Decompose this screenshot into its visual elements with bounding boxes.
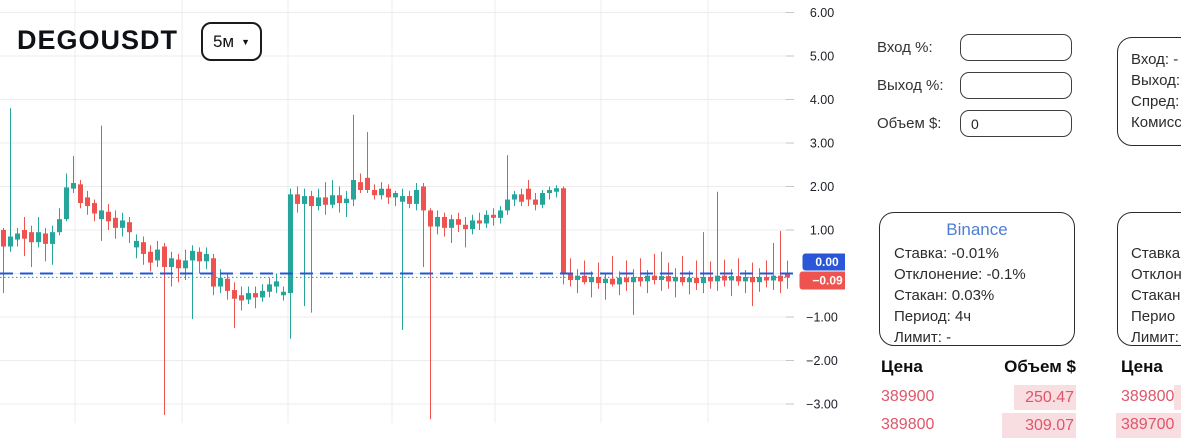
binance-deviation-line: Отклонение: -0.1% [894,266,1026,283]
entry-percent-label: Вход %: [877,39,933,56]
exchange2-rate-line: Ставка [1131,245,1181,262]
binance-limit-line: Лимит: - [894,329,952,346]
orderbook-right-row-2[interactable]: 389700 [1116,411,1181,439]
timeframe-value: 5м [212,31,235,51]
exchange2-period-line: Перио [1131,308,1176,325]
svg-text:−1.00: −1.00 [806,311,838,325]
orderbook-left: Цена Объем $ 389900 250.47 389800 309.07 [881,357,1076,439]
svg-text:3.00: 3.00 [810,137,834,151]
orderbook-left-volume-header: Объем $ [1004,357,1076,376]
summary-spread-line: Спред: [1131,93,1180,110]
second-exchange-panel-title [1118,219,1181,243]
svg-text:4.00: 4.00 [810,93,834,107]
price-cell: 389700 [1121,416,1175,433]
binance-panel-title: Binance [946,220,1008,239]
symbol-title: DEGOUSDT [17,25,179,55]
price-cell: 389800 [881,416,935,433]
exchange2-orderbook-line: Стакан [1131,287,1181,304]
exchange2-deviation-line: Отклон [1131,266,1181,283]
orderbook-left-price-header: Цена [881,357,923,376]
svg-text:−3.00: −3.00 [806,398,838,412]
svg-text:6.00: 6.00 [810,6,834,20]
timeframe-dropdown[interactable]: 5м ▼ [201,22,262,61]
binance-panel: Binance Ставка: -0.01% Отклонение: -0.1%… [879,212,1075,346]
summary-fee-line: Комисс [1131,114,1181,131]
volume-usd-label: Объем $: [877,115,942,132]
price-cell: 389900 [881,388,935,405]
volume-bar: 309.07 [1002,413,1076,438]
volume-usd-input[interactable] [960,110,1072,137]
svg-text:0.00: 0.00 [815,255,839,269]
svg-text:1.00: 1.00 [810,224,834,238]
svg-text:2.00: 2.00 [810,180,834,194]
trade-settings-form: Вход %: Выход %: Объем $: [877,33,1072,147]
price-chart[interactable]: 6.00 5.00 4.00 3.00 2.00 1.00 −1.00 −2.00 −3.00 0… [0,0,856,428]
entry-percent-row: Вход %: [877,33,1072,62]
volume-bar [1174,385,1181,410]
second-exchange-panel: Ставка Отклон Стакан Перио Лимит: [1117,212,1181,346]
price-cell: 389800 [1121,388,1175,405]
binance-rate-line: Ставка: -0.01% [894,245,999,262]
exchange2-limit-line: Лимит: [1131,329,1179,346]
summary-entry-line: Вход: - [1131,51,1179,68]
orderbook-left-row-1[interactable]: 389900 250.47 [881,383,1076,411]
exit-percent-row: Выход %: [877,71,1072,100]
volume-bar: 250.47 [1014,385,1076,410]
svg-text:−0.09: −0.09 [812,274,843,288]
chevron-down-icon: ▼ [241,36,251,47]
volume-usd-row: Объем $: [877,109,1072,138]
binance-orderbook-line: Стакан: 0.03% [894,287,995,304]
exit-percent-label: Выход %: [877,77,944,94]
entry-percent-input[interactable] [960,34,1072,61]
orderbook-right: Цена 389800 389700 [1116,357,1181,439]
orderbook-right-price-header: Цена [1121,357,1163,376]
orderbook-right-row-1[interactable]: 389800 [1121,383,1181,411]
exit-percent-input[interactable] [960,72,1072,99]
summary-exit-line: Выход: [1131,72,1181,89]
trade-summary-panel: Вход: - Выход: Спред: Комисс [1117,37,1181,146]
binance-period-line: Период: 4ч [894,308,972,325]
svg-text:−2.00: −2.00 [806,354,838,368]
orderbook-left-row-2[interactable]: 389800 309.07 [881,411,1076,439]
svg-text:5.00: 5.00 [810,50,834,64]
